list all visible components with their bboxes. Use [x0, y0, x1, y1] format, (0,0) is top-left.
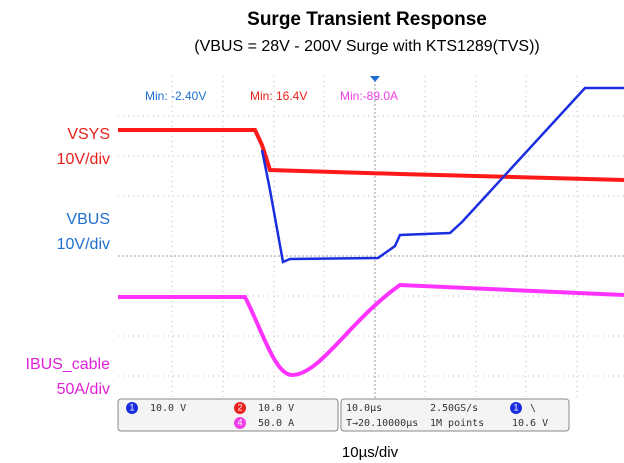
subtitle: (VBUS = 28V - 200V Surge with KTS1289(TV… — [194, 38, 539, 55]
status-bar: 1 10.0 V 2 10.0 V 4 50.0 A 10.0µs 2.50GS… — [117, 398, 570, 432]
grid — [118, 76, 624, 398]
trigger-source: 1 — [513, 402, 518, 412]
channel-name: VSYS — [67, 126, 110, 143]
channel-name: IBUS_cable — [26, 356, 111, 373]
ch-number: 4 — [237, 417, 242, 427]
channel-scale: 10V/div — [57, 151, 110, 168]
ch-number: 1 — [129, 402, 134, 412]
channel-scale: 10V/div — [57, 236, 110, 253]
record-length: 1M points — [430, 418, 484, 429]
channel-scale: 50A/div — [57, 381, 110, 398]
trigger-marker — [370, 76, 380, 82]
ch-scale: 10.0 V — [258, 403, 294, 414]
vsys-trace — [118, 128, 624, 182]
ibus-trace — [118, 282, 624, 378]
title: Surge Transient Response — [247, 9, 487, 30]
channel-name: VBUS — [66, 211, 110, 228]
trigger-slope: \ — [530, 403, 536, 414]
ch-scale: 10.0 V — [150, 403, 186, 414]
ch-number: 2 — [237, 402, 242, 412]
measurement: Min: -2.40V — [145, 89, 206, 103]
footer: 10µs/div — [342, 444, 399, 461]
trigger-position: T→20.10000µs — [346, 418, 418, 429]
measurement: Min:-89.0A — [340, 89, 398, 103]
ch-scale: 50.0 A — [258, 418, 294, 429]
timebase: 10.0µs — [346, 403, 382, 414]
vbus-trace — [260, 86, 624, 264]
trigger-level: 10.6 V — [512, 418, 548, 429]
sample-rate: 2.50GS/s — [430, 403, 478, 414]
measurement: Min: 16.4V — [250, 89, 307, 103]
